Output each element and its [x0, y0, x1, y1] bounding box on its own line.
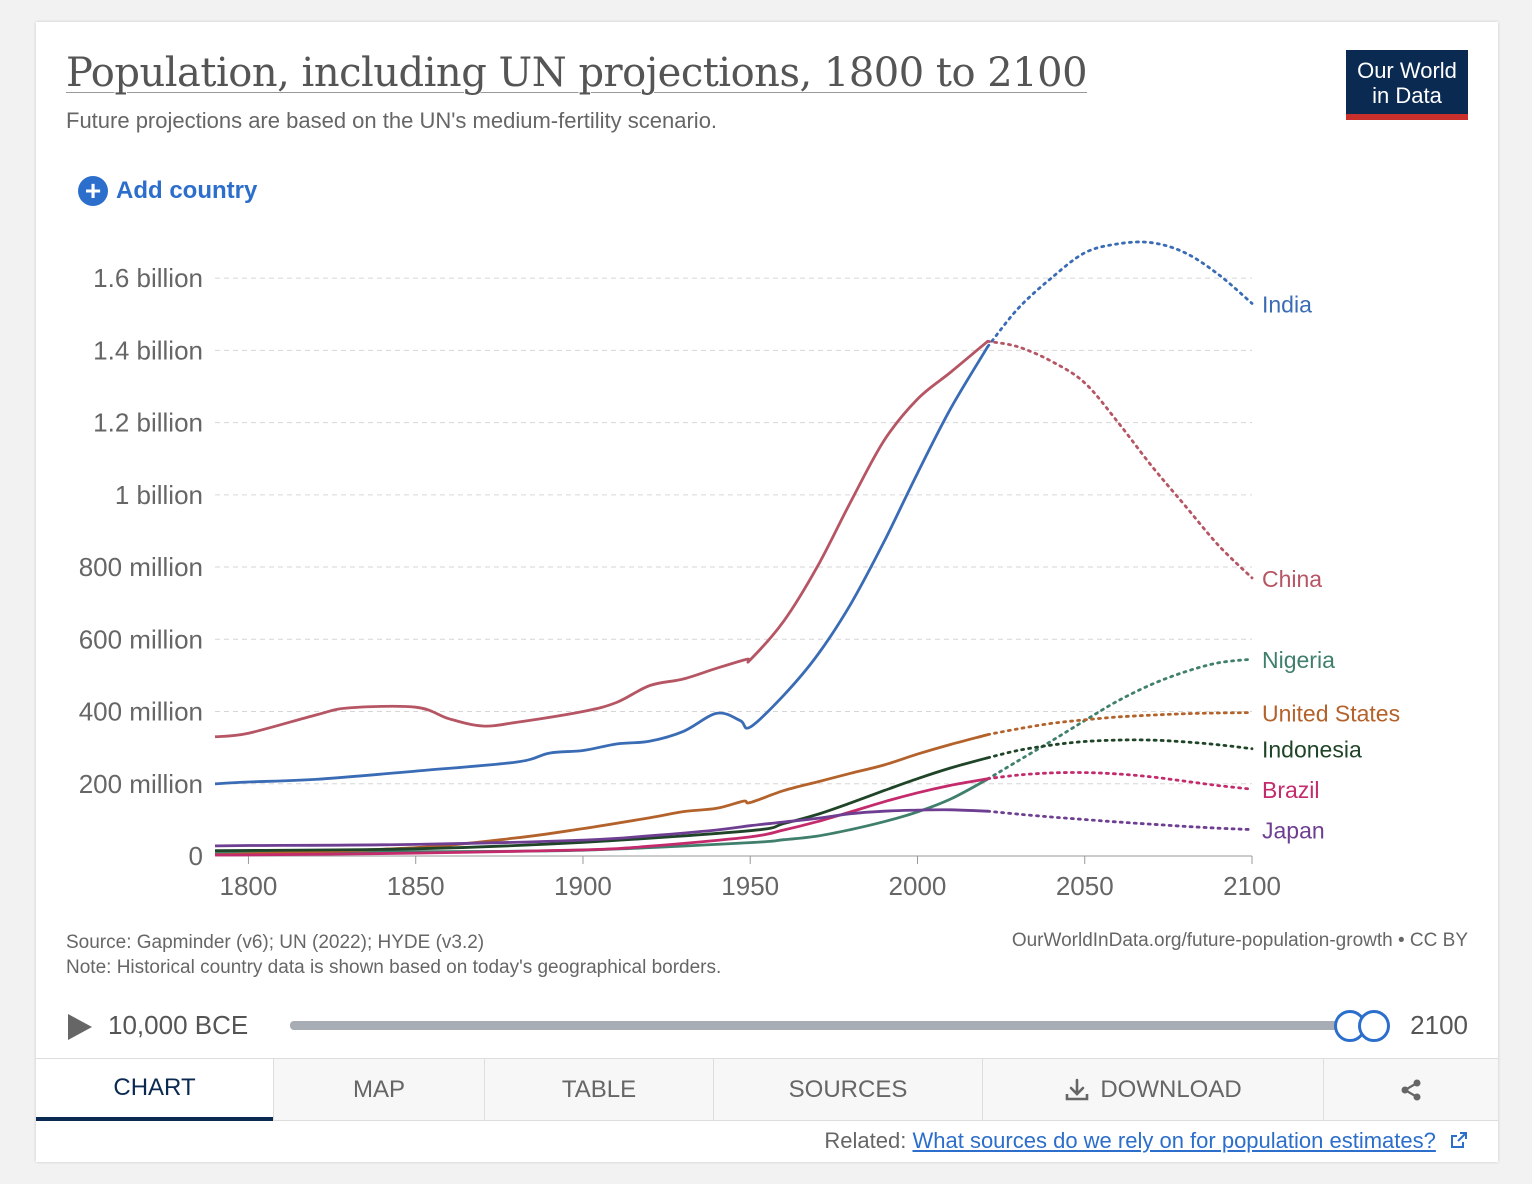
- chart-url[interactable]: OurWorldInData.org/future-population-gro…: [1011, 930, 1468, 951]
- x-tick-label: 1900: [554, 871, 612, 901]
- tab-bar: CHART MAP TABLE SOURCES DOWNLOAD: [36, 1058, 1498, 1121]
- x-tick-label: 2100: [1223, 871, 1281, 901]
- tab-table[interactable]: TABLE: [484, 1059, 713, 1121]
- timeline-end: 2100: [1410, 1010, 1468, 1040]
- series-projection-japan: [986, 809, 1254, 831]
- chart-card: Population, including UN projections, 18…: [36, 22, 1498, 1162]
- timeline-start: 10,000 BCE: [108, 1010, 249, 1040]
- series-label-united-states: United States: [1262, 701, 1400, 727]
- logo-line-2: in Data: [1372, 83, 1442, 108]
- tab-map[interactable]: MAP: [273, 1059, 484, 1121]
- series-projection-brazil: [986, 771, 1254, 791]
- owid-logo[interactable]: Our World in Data: [1346, 50, 1468, 120]
- related-link-row: Related: What sources do we rely on for …: [824, 1128, 1468, 1154]
- chart-source: Source: Gapminder (v6); UN (2022); HYDE …: [66, 930, 721, 980]
- series-line-brazil: [214, 777, 988, 857]
- series-label-indonesia: Indonesia: [1262, 737, 1362, 763]
- y-tick-label: 200 million: [79, 769, 203, 799]
- y-tick-label: 1.4 billion: [93, 335, 203, 365]
- tab-download[interactable]: DOWNLOAD: [982, 1059, 1323, 1121]
- y-tick-label: 1.2 billion: [93, 408, 203, 438]
- x-tick-label: 2050: [1056, 871, 1114, 901]
- timeline-handle-end[interactable]: [1358, 1010, 1390, 1042]
- series-label-brazil: Brazil: [1262, 777, 1320, 803]
- series-projection-china: [986, 339, 1254, 580]
- series-projection-indonesia: [986, 738, 1254, 760]
- share-icon: [1401, 1079, 1421, 1100]
- external-link-icon[interactable]: [1450, 1131, 1468, 1149]
- series-line-china: [214, 340, 989, 739]
- series-line-india: [214, 345, 989, 786]
- series-label-nigeria: Nigeria: [1262, 647, 1335, 673]
- download-label: DOWNLOAD: [1100, 1075, 1242, 1103]
- x-tick-label: 1800: [220, 871, 278, 901]
- chart-subtitle: Future projections are based on the UN's…: [66, 108, 718, 133]
- y-tick-label: 0: [189, 841, 203, 871]
- add-country-label: Add country: [116, 177, 258, 204]
- y-tick-label: 1.6 billion: [93, 263, 203, 293]
- plus-icon: +: [78, 176, 108, 206]
- download-icon: [1066, 1078, 1089, 1100]
- note-text: Note: Historical country data is shown b…: [66, 957, 722, 978]
- x-tick-label: 1850: [387, 871, 445, 901]
- y-tick-label: 400 million: [79, 697, 203, 727]
- timeline-track[interactable]: [290, 1021, 1350, 1030]
- y-tick-label: 800 million: [79, 552, 203, 582]
- chart-title[interactable]: Population, including UN projections, 18…: [66, 50, 1088, 96]
- series-projection-nigeria: [986, 657, 1254, 781]
- series-projection-united-states: [986, 711, 1254, 736]
- x-tick-label: 2000: [889, 871, 947, 901]
- series-line-united-states: [214, 733, 989, 856]
- logo-line-1: Our World: [1357, 58, 1457, 83]
- tab-share[interactable]: [1323, 1059, 1498, 1121]
- series-label-japan: Japan: [1262, 818, 1325, 844]
- timeline: 10,000 BCE 2100: [66, 1010, 1468, 1044]
- source-text: Source: Gapminder (v6); UN (2022); HYDE …: [66, 932, 485, 953]
- series-label-india: India: [1262, 291, 1312, 317]
- tab-chart[interactable]: CHART: [36, 1059, 273, 1121]
- add-country-button[interactable]: + Add country: [78, 176, 257, 206]
- related-prefix: Related:: [824, 1128, 913, 1153]
- x-tick-label: 1950: [721, 871, 779, 901]
- series-line-japan: [214, 808, 988, 848]
- line-chart: 0 200 million 400 million 600 million 800 mi…: [79, 240, 1400, 901]
- series-label-china: China: [1262, 566, 1322, 592]
- y-tick-label: 1 billion: [115, 480, 203, 510]
- tab-sources[interactable]: SOURCES: [713, 1059, 982, 1121]
- related-link[interactable]: What sources do we rely on for populatio…: [912, 1128, 1436, 1153]
- y-tick-label: 600 million: [79, 624, 203, 654]
- play-icon[interactable]: [68, 1014, 92, 1040]
- series-projection-india: [986, 240, 1254, 349]
